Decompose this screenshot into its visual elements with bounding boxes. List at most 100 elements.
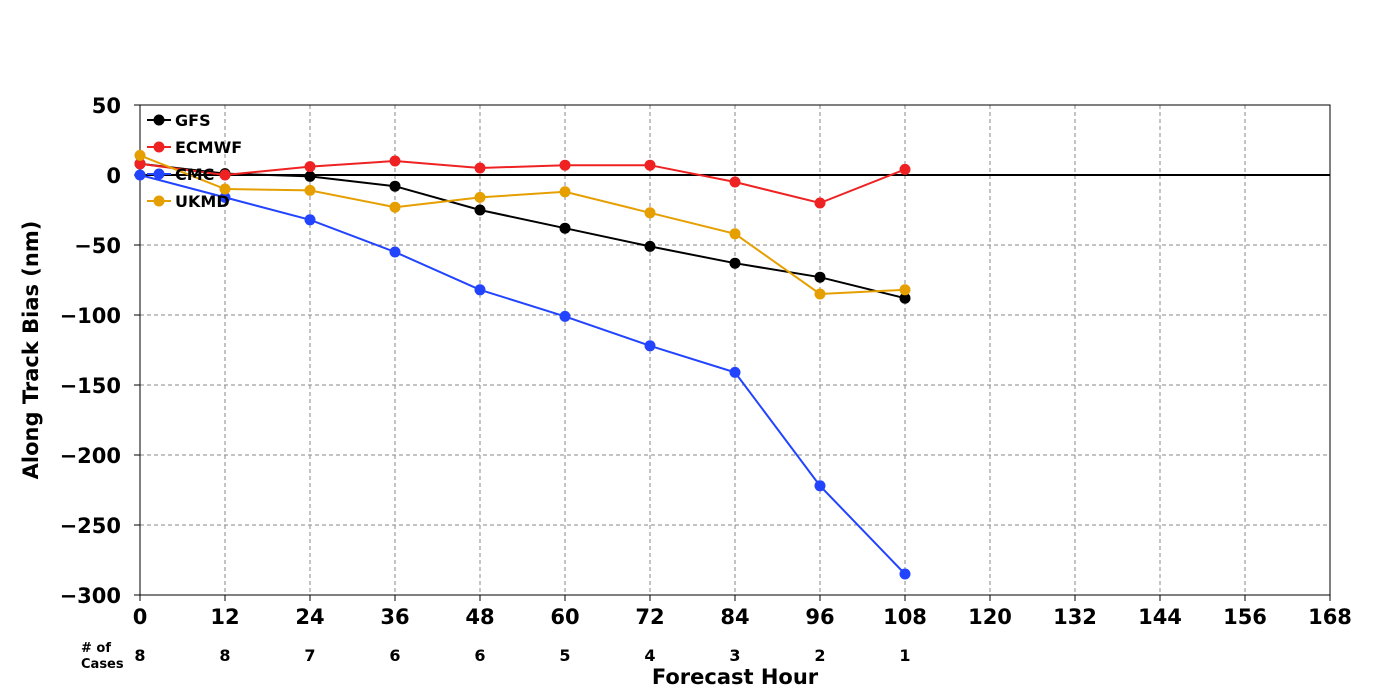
data-point-cmc <box>474 284 486 296</box>
legend-item-gfs: GFS <box>147 111 211 130</box>
x-tick-label: 36 <box>380 605 409 629</box>
data-point-ecmwf <box>644 159 656 171</box>
case-count: 6 <box>389 646 400 665</box>
x-tick-label: 48 <box>465 605 494 629</box>
case-count: 3 <box>729 646 740 665</box>
data-point-ecmwf <box>474 162 486 174</box>
legend-item-cmc: CMC <box>147 165 214 184</box>
data-point-ukmd <box>899 284 911 296</box>
x-tick-label: 144 <box>1138 605 1182 629</box>
cases-label-line1: # of <box>81 641 111 656</box>
data-point-ukmd <box>644 207 656 219</box>
x-tick-label: 84 <box>720 605 749 629</box>
x-tick-label: 12 <box>210 605 239 629</box>
x-tick-label: 60 <box>550 605 579 629</box>
data-point-ukmd <box>814 288 826 300</box>
data-point-ecmwf <box>219 169 231 181</box>
legend-label: UKMD <box>175 192 230 211</box>
case-count: 1 <box>899 646 910 665</box>
y-tick-label: −200 <box>60 444 121 468</box>
data-point-ukmd <box>474 191 486 203</box>
data-point-ukmd <box>389 201 401 213</box>
data-point-ukmd <box>134 149 146 161</box>
case-count: 7 <box>304 646 315 665</box>
series-cmc <box>134 169 911 580</box>
x-tick-label: 0 <box>133 605 148 629</box>
data-point-cmc <box>814 480 826 492</box>
data-point-cmc <box>389 246 401 258</box>
cases-row: # of Cases 8 8 7 6 6 5 4 3 2 1 <box>81 641 911 672</box>
y-tick-label: −50 <box>74 234 121 258</box>
y-axis-ticks: 50 0 −50 −100 −150 −200 −250 −300 <box>60 94 140 608</box>
data-point-gfs <box>559 222 571 234</box>
x-tick-label: 156 <box>1223 605 1267 629</box>
data-point-cmc <box>729 366 741 378</box>
data-point-ecmwf <box>814 197 826 209</box>
grid-lines <box>140 105 1330 595</box>
data-point-ecmwf <box>729 176 741 188</box>
data-point-ukmd <box>559 186 571 198</box>
x-tick-label: 24 <box>295 605 324 629</box>
x-axis-title: Forecast Hour <box>652 665 819 689</box>
data-point-cmc <box>219 191 231 203</box>
y-axis-title: Along Track Bias (nm) <box>19 221 43 480</box>
legend-swatch-marker <box>153 141 165 153</box>
data-point-ecmwf <box>899 163 911 175</box>
data-point-gfs <box>899 292 911 304</box>
data-point-ecmwf <box>134 158 146 170</box>
data-point-ecmwf <box>389 155 401 167</box>
x-tick-label: 120 <box>968 605 1012 629</box>
legend-swatch-marker <box>153 195 165 207</box>
y-tick-label: −100 <box>60 304 121 328</box>
x-tick-label: 132 <box>1053 605 1097 629</box>
legend-item-ukmd: UKMD <box>147 192 230 211</box>
data-point-cmc <box>644 340 656 352</box>
case-count: 8 <box>134 646 145 665</box>
data-point-gfs <box>644 240 656 252</box>
series-ukmd <box>134 149 911 300</box>
data-point-ukmd <box>219 183 231 195</box>
y-tick-label: −150 <box>60 374 121 398</box>
data-point-ukmd <box>729 228 741 240</box>
x-tick-label: 108 <box>883 605 927 629</box>
legend-label: GFS <box>175 111 211 130</box>
legend: GFS ECMWF CMC UKMD <box>147 111 242 211</box>
series-line-cmc <box>139 174 906 575</box>
x-axis-ticks: 0 12 24 36 48 60 72 84 96 108 120 132 144 156 168 <box>133 595 1352 629</box>
data-point-gfs <box>474 204 486 216</box>
series-gfs <box>134 158 911 304</box>
legend-label: CMC <box>175 165 214 184</box>
data-point-gfs <box>814 271 826 283</box>
legend-swatch-marker <box>153 168 165 180</box>
x-tick-label: 168 <box>1308 605 1352 629</box>
y-tick-label: −300 <box>60 584 121 608</box>
data-point-ukmd <box>304 184 316 196</box>
y-tick-label: 0 <box>106 164 121 188</box>
legend-item-ecmwf: ECMWF <box>147 138 242 157</box>
case-count: 8 <box>219 646 230 665</box>
data-point-cmc <box>134 169 146 181</box>
data-point-cmc <box>304 214 316 226</box>
series-line-ukmd <box>139 154 906 296</box>
x-tick-label: 96 <box>805 605 834 629</box>
data-point-cmc <box>899 568 911 580</box>
case-count: 4 <box>644 646 655 665</box>
y-tick-label: 50 <box>92 94 121 118</box>
data-point-ecmwf <box>304 161 316 173</box>
series-line-gfs <box>139 162 906 300</box>
case-count: 2 <box>814 646 825 665</box>
x-tick-label: 72 <box>635 605 664 629</box>
legend-swatch-marker <box>153 114 165 126</box>
data-point-ecmwf <box>559 159 571 171</box>
data-point-gfs <box>729 257 741 269</box>
case-count: 5 <box>559 646 570 665</box>
case-count: 6 <box>474 646 485 665</box>
y-tick-label: −250 <box>60 514 121 538</box>
legend-label: ECMWF <box>175 138 242 157</box>
data-point-gfs <box>389 180 401 192</box>
data-point-cmc <box>559 310 571 322</box>
series-ecmwf <box>134 155 911 209</box>
cases-label-line2: Cases <box>81 657 124 672</box>
data-point-gfs <box>304 170 316 182</box>
